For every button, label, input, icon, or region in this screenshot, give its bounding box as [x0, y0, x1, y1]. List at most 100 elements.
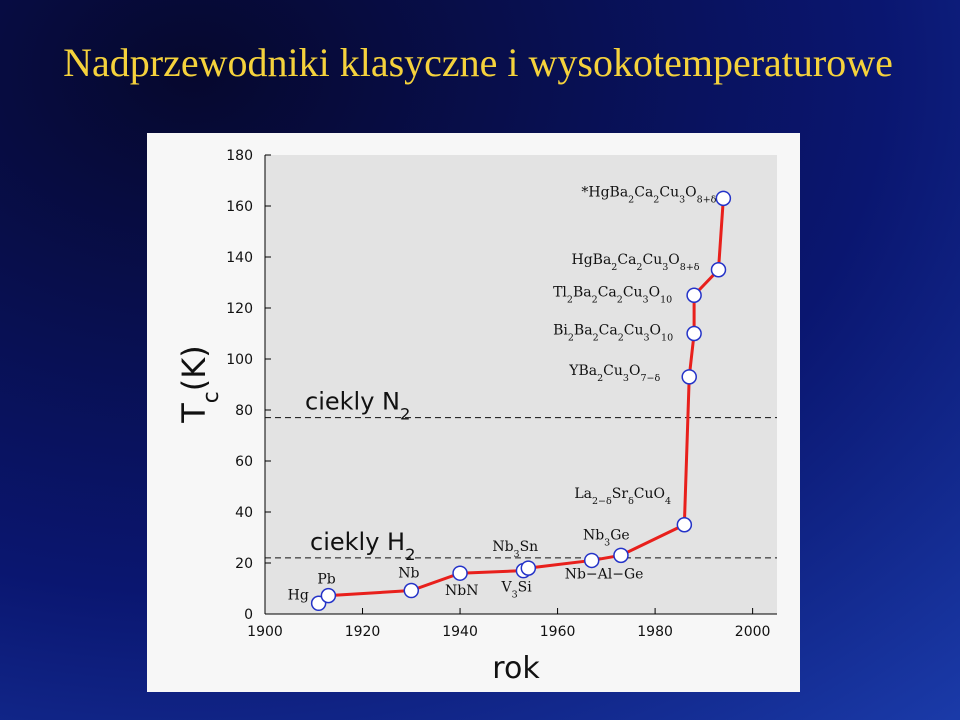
x-tick-label: 1900	[247, 624, 283, 640]
label-part: Ge	[610, 527, 629, 543]
point	[681, 369, 697, 385]
subscript: c	[199, 391, 224, 403]
subscript: 4	[665, 495, 671, 506]
x-axis-label: rok	[492, 651, 540, 686]
x-tick-label: 1920	[345, 624, 381, 640]
label-part: (K)	[175, 345, 213, 391]
subscript: 8+δ	[697, 194, 717, 205]
y-axis-label: Tc(K)	[175, 345, 224, 423]
label-part: Sn	[520, 539, 539, 555]
label-part: YBa	[568, 363, 597, 379]
y-tick-label: 60	[235, 454, 253, 470]
subscript: 2	[400, 404, 410, 423]
reference-label: ciekly N2	[305, 388, 410, 424]
label-part: ciekly H	[310, 528, 405, 556]
point	[320, 587, 337, 604]
subscript: 2	[597, 372, 603, 383]
subscript: 10	[660, 294, 672, 305]
x-tick-label: 1940	[442, 624, 478, 640]
label-part: Cu	[659, 184, 679, 200]
subscript: 2	[636, 261, 642, 272]
subscript: 3	[643, 294, 649, 305]
subscript: 2	[653, 194, 659, 205]
subscript: 2	[611, 261, 617, 272]
y-tick-label: 100	[226, 352, 253, 368]
point-label: YBa2Cu3O7−δ	[568, 363, 660, 384]
subscript: 3	[514, 549, 520, 560]
subscript: 7−δ	[640, 372, 660, 383]
label-part: Nb	[583, 527, 604, 543]
subscript: 3	[512, 589, 518, 600]
label-part: Ca	[617, 252, 636, 268]
subscript: δ	[628, 495, 634, 506]
label-part: O	[650, 323, 661, 339]
label-part: Tl	[553, 284, 567, 300]
label-part: O	[649, 284, 660, 300]
label-part: CuO	[634, 486, 665, 502]
label-part: Ca	[634, 184, 653, 200]
label-part: Nb−Al−Ge	[565, 566, 644, 582]
label-part: Cu	[642, 252, 662, 268]
point-label: HgBa2Ca2Cu3O8+δ	[571, 252, 699, 273]
y-tick-label: 180	[226, 148, 253, 164]
subscript: 3	[679, 194, 685, 205]
label-part: Hg	[288, 587, 309, 603]
label-part: Ba	[574, 323, 593, 339]
y-tick-label: 20	[235, 556, 253, 572]
label-part: *HgBa	[581, 184, 628, 200]
point-label: Nb3Ge	[583, 527, 630, 548]
subscript: 2	[628, 194, 634, 205]
label-part: Sr	[612, 486, 629, 502]
x-tick-label: 1960	[540, 624, 576, 640]
y-tick-label: 140	[226, 250, 253, 266]
x-tick-label: 1980	[637, 624, 673, 640]
point-label: La2−δSrδCuO4	[574, 486, 671, 507]
subscript: 2	[405, 544, 415, 563]
subscript: 2	[617, 294, 623, 305]
subscript: 2	[568, 332, 574, 343]
label-part: ciekly N	[305, 388, 400, 416]
label-part: V	[500, 580, 512, 596]
point	[676, 517, 693, 533]
subscript: 2−δ	[592, 495, 612, 506]
subscript: 3	[662, 261, 668, 272]
point	[520, 560, 537, 576]
y-tick-label: 80	[235, 403, 253, 419]
point-label: Nb−Al−Ge	[565, 566, 644, 582]
point	[613, 547, 629, 564]
slide-title: Nadprzewodniki klasyczne i wysokotempera…	[63, 40, 893, 85]
y-tick-label: 120	[226, 301, 253, 317]
subscript: 3	[643, 332, 649, 343]
label-part: Pb	[317, 572, 335, 588]
label-part: Cu	[603, 363, 623, 379]
point-label: Tl2Ba2Ca2Cu3O10	[553, 284, 672, 305]
label-part: HgBa	[571, 252, 611, 268]
label-part: Cu	[624, 323, 644, 339]
label-part: Nb	[398, 566, 419, 582]
x-tick-label: 2000	[735, 624, 771, 640]
subscript: 3	[623, 372, 629, 383]
subscript: 8+δ	[680, 261, 700, 272]
label-part: O	[629, 363, 640, 379]
point-label: *HgBa2Ca2Cu3O8+δ	[581, 184, 716, 205]
point	[583, 552, 600, 569]
point-label: Nb3Sn	[492, 539, 538, 560]
label-part: O	[685, 184, 696, 200]
subscript: 3	[604, 537, 610, 548]
point-label: V3Si	[500, 580, 532, 601]
reference-label: ciekly H2	[310, 528, 415, 564]
label-part: Si	[518, 580, 533, 596]
point-label: Pb	[317, 572, 335, 588]
label-part: Ba	[573, 284, 592, 300]
y-tick-label: 40	[235, 505, 253, 521]
label-part: Cu	[623, 284, 643, 300]
point	[715, 190, 732, 207]
point	[686, 287, 702, 303]
subscript: 10	[661, 332, 673, 343]
label-part: Bi	[553, 323, 568, 339]
label-part: Ca	[598, 284, 617, 300]
point	[452, 565, 468, 581]
point	[686, 325, 702, 342]
point-label: Bi2Ba2Ca2Cu3O10	[553, 323, 673, 344]
